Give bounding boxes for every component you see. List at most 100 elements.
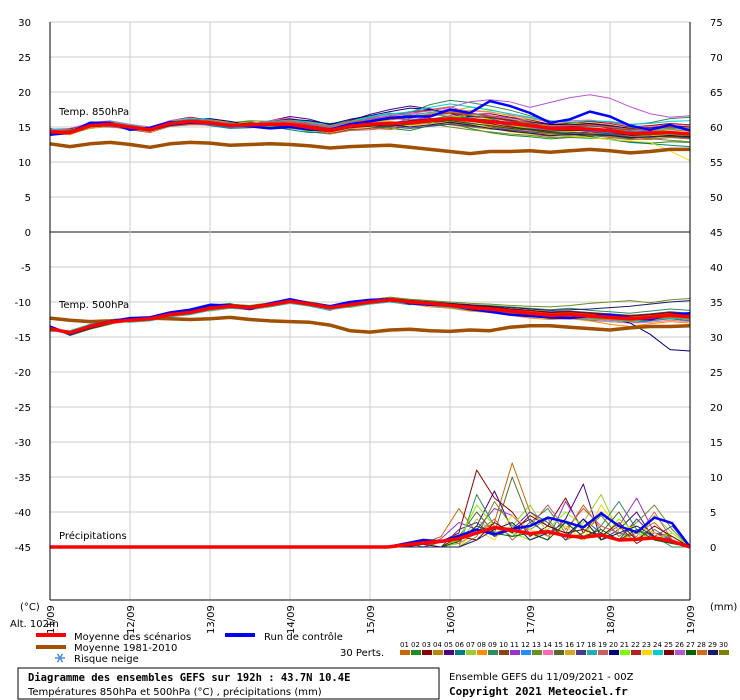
perturbation-number: 23 [642, 641, 651, 649]
left-unit-label: (°C) [20, 602, 40, 613]
legend-mean-label: Moyenne des scénarios [74, 631, 191, 643]
x-tick-label: 17/09 [526, 605, 537, 634]
x-tick-label: 13/09 [206, 605, 217, 634]
perturbation-swatch [598, 650, 608, 655]
left-tick-label: -30 [15, 438, 31, 449]
right-tick-label: 5 [710, 508, 716, 519]
right-tick-label: 35 [710, 298, 723, 309]
series-t500-mean [49, 298, 691, 335]
left-tick-label: 25 [18, 53, 31, 64]
right-tick-label: 30 [710, 333, 723, 344]
perturbation-number: 30 [719, 641, 728, 649]
perturbation-swatch [444, 650, 454, 655]
perturbation-swatch [477, 650, 487, 655]
right-tick-label: 20 [710, 403, 723, 414]
perturbation-number: 16 [565, 641, 574, 649]
perturbation-swatch [609, 650, 619, 655]
right-tick-label: 70 [710, 53, 723, 64]
panel-label-precip: Précipitations [59, 530, 127, 542]
chart-subtitle: Températures 850hPa et 500hPa (°C) , pré… [27, 686, 322, 698]
perturbation-swatch [499, 650, 509, 655]
x-tick-label: 16/09 [446, 605, 457, 634]
left-tick-label: 30 [18, 18, 31, 29]
perturbation-number: 20 [609, 641, 618, 649]
perturbation-swatch [675, 650, 685, 655]
perturbation-number: 24 [653, 641, 662, 649]
copyright: Copyright 2021 Meteociel.fr [449, 685, 628, 698]
right-tick-label: 55 [710, 158, 723, 169]
right-unit-label: (mm) [710, 602, 737, 613]
perturbation-number: 10 [499, 641, 508, 649]
x-tick-label: 18/09 [606, 605, 617, 634]
left-tick-label: 20 [18, 88, 31, 99]
perturbation-number: 28 [697, 641, 706, 649]
left-tick-label: 15 [18, 123, 31, 134]
perturbation-number: 02 [411, 641, 420, 649]
right-tick-label: 40 [710, 263, 723, 274]
x-tick-label: 19/09 [686, 605, 697, 634]
left-tick-label: -20 [15, 368, 31, 379]
perturbation-number: 13 [532, 641, 541, 649]
left-tick-label: 5 [25, 193, 31, 204]
perturbation-swatch [576, 650, 586, 655]
perturbation-swatch [400, 650, 410, 655]
left-tick-label: 0 [25, 228, 31, 239]
left-tick-label: -45 [15, 543, 31, 554]
right-tick-label: 0 [710, 543, 716, 554]
left-tick-label: -35 [15, 473, 31, 484]
perturbation-swatch [411, 650, 421, 655]
chart-axes: 302520151050-5-10-15-20-25-30-35-40-4575… [15, 18, 723, 634]
perturbation-number: 05 [444, 641, 453, 649]
perturbation-swatch [642, 650, 652, 655]
perturbation-number: 22 [631, 641, 640, 649]
perturbation-number: 06 [455, 641, 464, 649]
perturbation-number: 21 [620, 641, 629, 649]
perturbation-swatch [664, 650, 674, 655]
perturbation-swatch [510, 650, 520, 655]
legend-control-label: Run de contrôle [264, 631, 343, 643]
right-tick-label: 25 [710, 368, 723, 379]
perturbation-swatch [455, 650, 465, 655]
left-tick-label: -15 [15, 333, 31, 344]
series-t850-control [49, 99, 691, 136]
left-tick-label: -25 [15, 403, 31, 414]
perturbation-number: 17 [576, 641, 585, 649]
left-tick-label: 10 [18, 158, 31, 169]
perturbation-swatch [488, 650, 498, 655]
snowflake-icon [55, 653, 65, 663]
perturbation-swatch [719, 650, 729, 655]
perturbation-swatch [686, 650, 696, 655]
chart-title: Diagramme des ensembles GEFS sur 192h : … [28, 672, 350, 684]
perturbation-swatch [631, 650, 641, 655]
perturbation-number: 14 [543, 641, 552, 649]
x-tick-label: 14/09 [286, 605, 297, 634]
legend-normal-label: Moyenne 1981-2010 [74, 643, 177, 654]
left-tick-label: -10 [15, 298, 31, 309]
perturbation-swatch [697, 650, 707, 655]
perturbation-number: 19 [598, 641, 607, 649]
x-tick-label: 15/09 [366, 605, 377, 634]
legend-snow-label: Risque neige [74, 654, 139, 665]
perturbation-swatch [587, 650, 597, 655]
perturbation-number: 15 [554, 641, 563, 649]
perturbation-number: 01 [400, 641, 409, 649]
perturbation-number: 04 [433, 641, 442, 649]
perturbation-number: 12 [521, 641, 530, 649]
series-t850-normal [49, 140, 690, 156]
series-t850-mean [49, 116, 691, 136]
chart-series [49, 94, 692, 549]
perturbation-number: 29 [708, 641, 717, 649]
panel-label-t850: Temp. 850hPa [58, 107, 129, 118]
right-tick-label: 50 [710, 193, 723, 204]
right-tick-label: 10 [710, 473, 723, 484]
right-tick-label: 65 [710, 88, 723, 99]
perturbation-number: 09 [488, 641, 497, 649]
perturbation-swatch [620, 650, 630, 655]
perturbation-number: 07 [466, 641, 475, 649]
perturbation-swatch [433, 650, 443, 655]
left-tick-label: -5 [21, 263, 31, 274]
right-tick-label: 15 [710, 438, 723, 449]
right-tick-label: 75 [710, 18, 723, 29]
right-tick-label: 45 [710, 228, 723, 239]
perturbation-number: 11 [510, 641, 519, 649]
